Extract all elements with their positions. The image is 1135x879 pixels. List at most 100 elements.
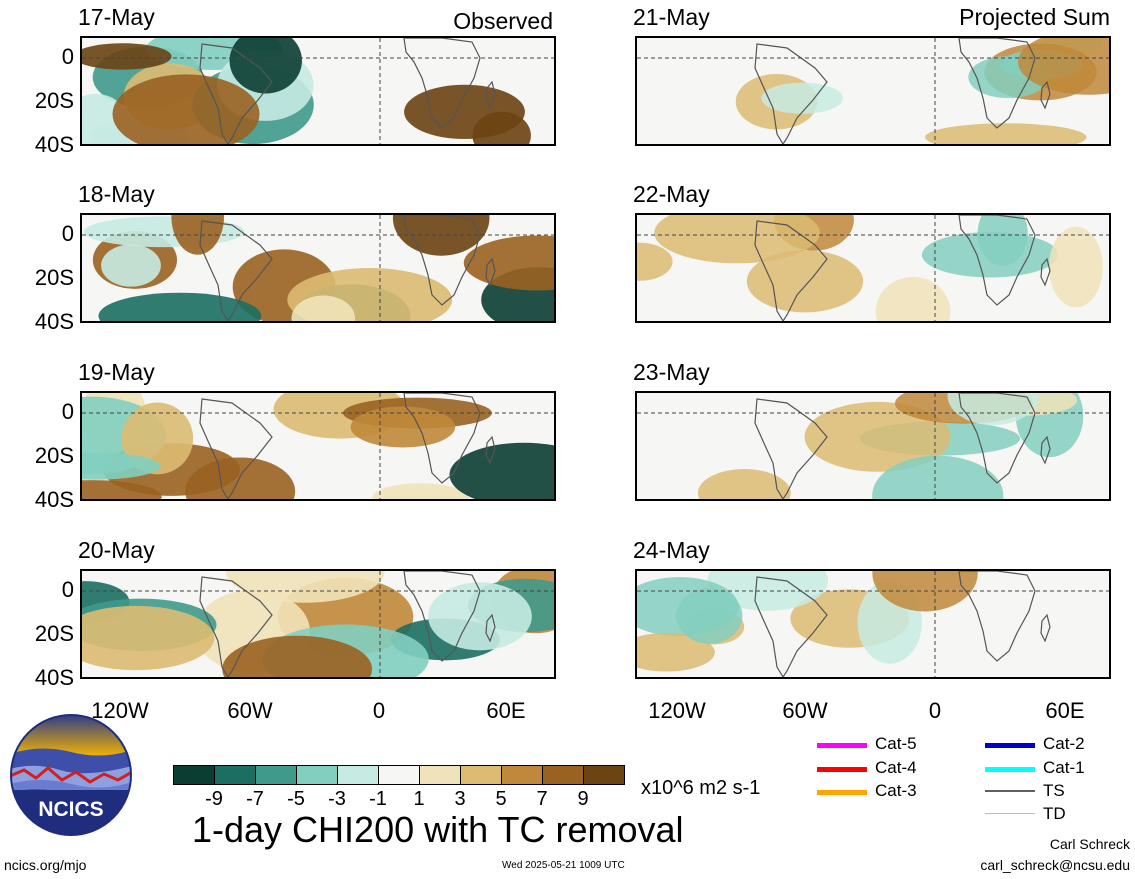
anomaly-field (82, 393, 554, 499)
chi200-map-panel (80, 391, 556, 501)
colorbar-units: x10^6 m2 s-1 (641, 777, 761, 799)
lat-label: 20S (34, 88, 74, 113)
anomaly-blob (925, 123, 1087, 144)
anomaly-field (637, 393, 1109, 499)
anomaly-blob (761, 82, 843, 114)
south-america-outline (199, 576, 273, 677)
anomaly-blob (229, 38, 302, 94)
footer-author: Carl Schreck (1049, 836, 1130, 852)
lon-label-60e-right: 60E (1045, 698, 1085, 723)
africa-outline (958, 38, 1036, 129)
footer-url: ncics.org/mjo (4, 857, 87, 873)
lat-label: 0 (61, 44, 74, 69)
lat-label: 40S (34, 132, 74, 157)
colorbar-tick-label: -5 (287, 788, 305, 810)
chi200-map-panel (80, 36, 556, 146)
panel-date-label: 19-May (78, 359, 155, 385)
lon-label-60w-left: 60W (227, 698, 273, 723)
anomaly-blob (222, 635, 373, 677)
colorbar-swatch (214, 765, 256, 785)
madagascar-outline (1040, 613, 1051, 643)
anomaly-blob (350, 406, 456, 448)
lat-label: 40S (34, 665, 74, 690)
footer-timestamp: Wed 2025-05-21 1009 UTC (502, 860, 625, 871)
madagascar-outline (485, 80, 496, 110)
anomaly-blob (872, 455, 1004, 499)
anomaly-field (637, 571, 1109, 677)
anomaly-blob (746, 250, 864, 313)
anomaly-blob (676, 588, 743, 644)
panel-date-label: 23-May (633, 359, 710, 385)
colorbar-swatch (378, 765, 420, 785)
africa-outline (403, 38, 481, 129)
anomaly-blob (875, 276, 951, 321)
colorbar-swatch (337, 765, 379, 785)
chi200-map-panel (635, 391, 1111, 501)
lat-label: 20S (34, 443, 74, 468)
colorbar-swatch (173, 765, 215, 785)
anomaly-blob (977, 215, 1028, 266)
colorbar-swatch (296, 765, 338, 785)
chi200-map-panel (635, 569, 1111, 679)
africa-outline (958, 393, 1036, 484)
colorbar-tick-label: -1 (369, 788, 387, 810)
anomaly-field (82, 571, 554, 677)
anomaly-blob (82, 43, 172, 70)
lon-label-0-right: 0 (928, 698, 942, 723)
south-america-outline (199, 43, 273, 144)
anomaly-blob (654, 215, 820, 264)
legend-line-swatch (817, 790, 867, 795)
lat-label: 40S (34, 487, 74, 512)
colorbar-tick-label: 5 (495, 788, 507, 810)
africa-outline (403, 215, 481, 306)
logo-text: NCICS (38, 798, 103, 821)
anomaly-blob (637, 632, 715, 672)
legend-line-swatch (985, 790, 1035, 792)
anomaly-blob (1048, 226, 1103, 308)
anomaly-blob (804, 401, 951, 472)
anomaly-blob (404, 84, 525, 140)
colorbar-tick-label: 1 (413, 788, 425, 810)
legend-label: Cat-4 (875, 758, 917, 777)
africa-outline (403, 393, 481, 484)
chi200-map-panel (80, 213, 556, 323)
colorbar-swatch (501, 765, 543, 785)
legend-label: Cat-2 (1043, 734, 1085, 753)
colorbar-swatch (419, 765, 461, 785)
legend-line-swatch (985, 813, 1035, 814)
colorbar-swatch (583, 765, 625, 785)
anomaly-blob (82, 605, 215, 671)
lat-label: 0 (61, 577, 74, 602)
lon-label-120w-left: 120W (91, 698, 149, 723)
anomaly-blob (947, 393, 1039, 426)
africa-outline (958, 215, 1036, 306)
legend-label: Cat-1 (1043, 758, 1085, 777)
colorbar-tick-label: -9 (205, 788, 223, 810)
madagascar-outline (1040, 435, 1051, 465)
africa-outline (403, 571, 481, 662)
anomaly-blob (449, 442, 554, 499)
legend-label: TD (1043, 804, 1066, 823)
lon-label-0-left: 0 (372, 698, 386, 723)
anomaly-blob (101, 244, 161, 287)
anomaly-blob (82, 452, 161, 480)
legend-line-swatch (985, 767, 1035, 772)
anomaly-field (82, 38, 554, 144)
colorbar-tick-label: 7 (536, 788, 548, 810)
madagascar-outline (485, 435, 496, 465)
anomaly-blob (637, 242, 673, 281)
panel-date-label: 21-May (633, 4, 710, 30)
colorbar-swatch (542, 765, 584, 785)
panel-date-label: 18-May (78, 181, 155, 207)
south-america-outline (754, 398, 828, 499)
anomaly-blob (707, 571, 829, 611)
legend-label: Cat-3 (875, 781, 917, 800)
lon-label-60w-right: 60W (782, 698, 828, 723)
lon-label-60e-left: 60E (486, 698, 526, 723)
colorbar-tick-label: 9 (577, 788, 589, 810)
south-america-outline (754, 43, 828, 144)
panel-date-label: 22-May (633, 181, 710, 207)
projected-column-title: Projected Sum (959, 4, 1110, 30)
south-america-outline (754, 220, 828, 321)
madagascar-outline (1040, 80, 1051, 110)
